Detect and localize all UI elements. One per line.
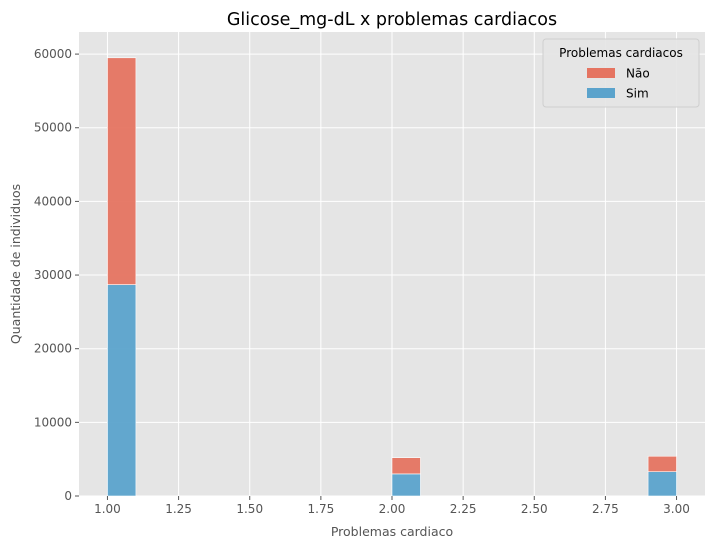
y-tick-label: 60000	[34, 47, 72, 61]
legend-frame	[542, 38, 700, 108]
legend-label: Não	[626, 67, 650, 81]
legend-swatch	[587, 68, 615, 78]
x-tick-label: 1.75	[308, 502, 335, 516]
bar-no-bin-3	[647, 455, 677, 472]
y-tick-label: 40000	[34, 194, 72, 208]
chart-title: Glicose_mg-dL x problemas cardiacos	[227, 10, 557, 30]
x-tick-label: 2.50	[521, 502, 548, 516]
bars	[107, 57, 677, 497]
x-tick-label: 2.25	[450, 502, 477, 516]
y-tick-label: 0	[64, 489, 72, 503]
y-tick-label: 20000	[34, 342, 72, 356]
bar-sim-bin-3	[647, 471, 677, 497]
bar-sim-bin-2	[391, 473, 421, 497]
y-axis-label: Quantidade de individuos	[8, 184, 23, 344]
y-tick-label: 50000	[34, 121, 72, 135]
legend-label: Sim	[626, 87, 649, 101]
x-tick-label: 2.75	[592, 502, 619, 516]
x-tick-label: 1.50	[236, 502, 263, 516]
x-tick-label: 3.00	[663, 502, 690, 516]
x-tick-label: 2.00	[379, 502, 406, 516]
legend: Problemas cardiacos Não Sim	[542, 38, 700, 108]
bar-no-bin-1	[107, 57, 137, 285]
y-tick-label: 10000	[34, 415, 72, 429]
y-tick-label: 30000	[34, 268, 72, 282]
legend-swatch	[587, 88, 615, 98]
bar-sim-bin-1	[107, 284, 137, 497]
bar-no-bin-2	[391, 457, 421, 475]
x-tick-label: 1.00	[94, 502, 121, 516]
x-axis-label: Problemas cardiaco	[331, 524, 453, 539]
ticks: 1.00 1.25 1.50 1.75 2.00 2.25 2.50 2.75 3.00 0 100…	[34, 47, 690, 516]
legend-items: Não Sim	[587, 67, 650, 101]
legend-title: Problemas cardiacos	[559, 46, 683, 60]
x-tick-label: 1.25	[165, 502, 192, 516]
